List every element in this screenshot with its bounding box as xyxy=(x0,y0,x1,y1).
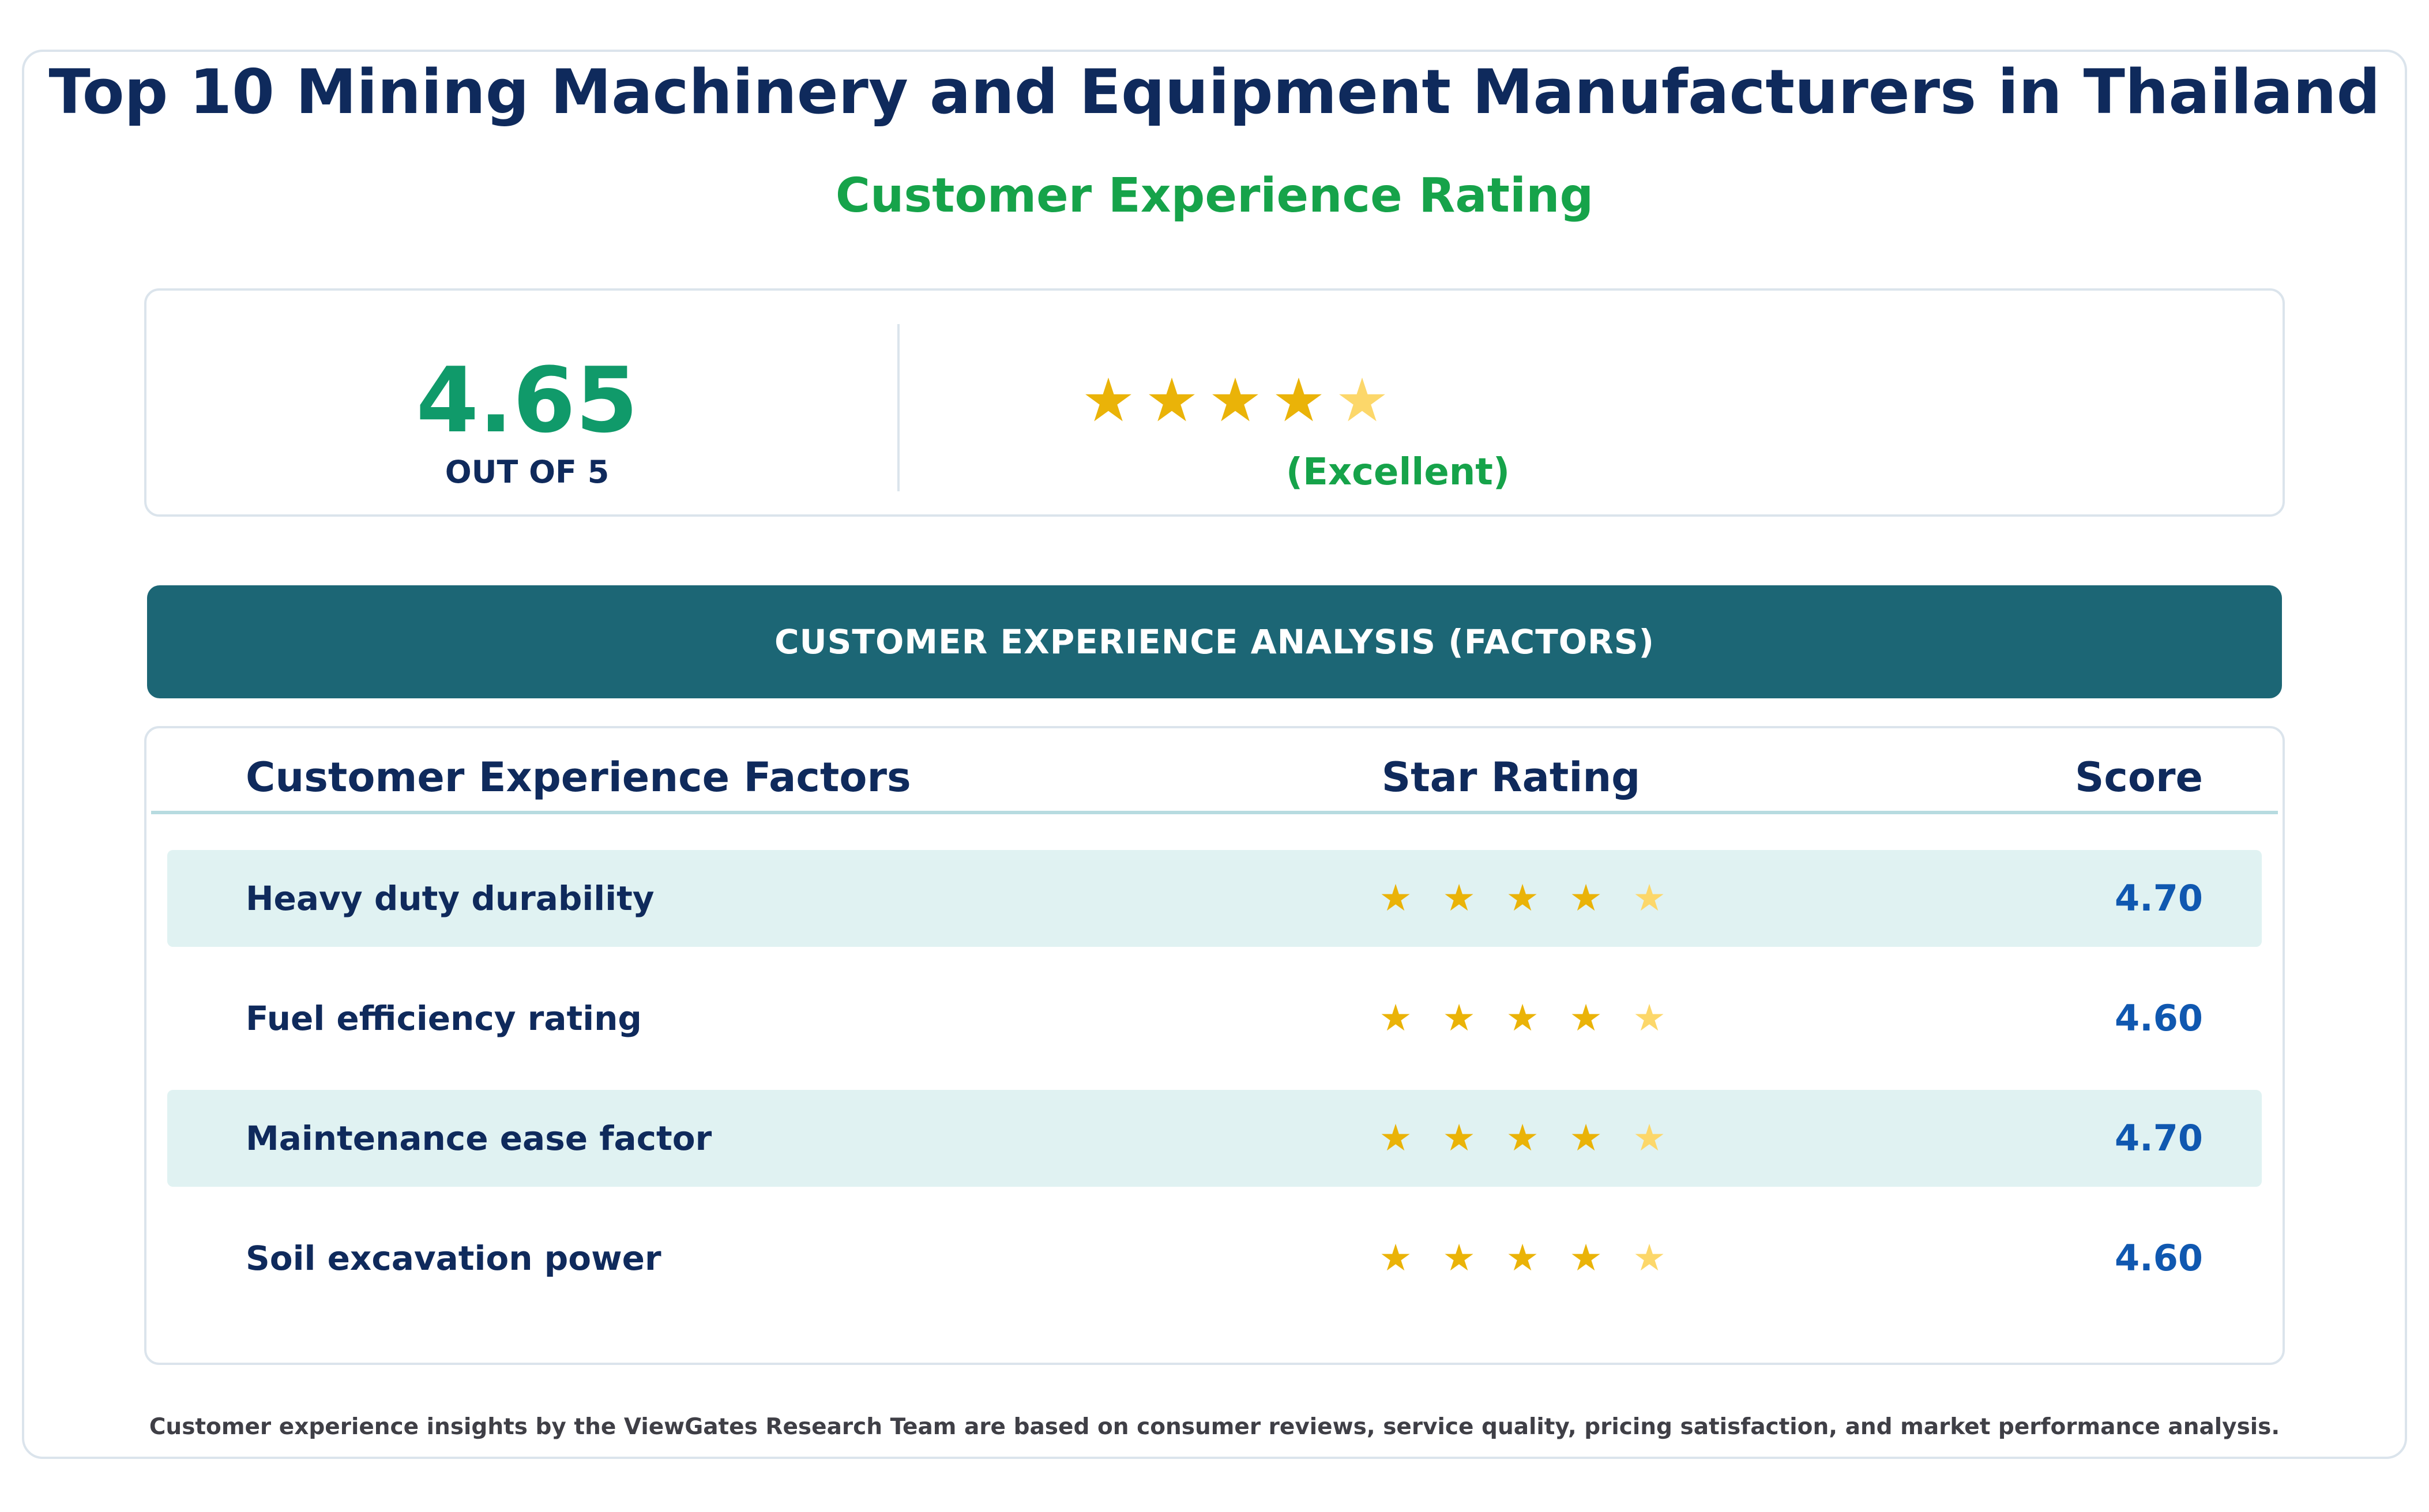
column-header-star-rating: Star Rating xyxy=(1381,754,1641,801)
rating-verdict: (Excellent) xyxy=(1285,451,1510,494)
row-star-rating: ★ ★ ★ ★ ★ xyxy=(1378,1090,1667,1187)
star-partial-icon: ★ xyxy=(1633,877,1666,920)
star-full-icon: ★ xyxy=(1506,997,1539,1040)
star-full-icon: ★ xyxy=(1569,1117,1603,1160)
section-banner: CUSTOMER EXPERIENCE ANALYSIS (FACTORS) xyxy=(147,585,2282,698)
footnote: Customer experience insights by the View… xyxy=(149,1414,2280,1440)
page-subtitle: Customer Experience Rating xyxy=(835,168,1594,223)
column-header-score: Score xyxy=(2075,754,2203,801)
star-full-icon: ★ xyxy=(1506,877,1539,920)
row-star-rating: ★ ★ ★ ★ ★ xyxy=(1378,970,1667,1067)
star-full-icon: ★ xyxy=(1442,1117,1476,1160)
star-full-icon: ★ xyxy=(1081,365,1135,435)
column-header-factor: Customer Experience Factors xyxy=(246,754,911,801)
out-of-label: OUT OF 5 xyxy=(445,454,610,490)
star-full-icon: ★ xyxy=(1506,1237,1539,1280)
row-star-rating: ★ ★ ★ ★ ★ xyxy=(1378,1210,1667,1307)
table-row: Maintenance ease factor ★ ★ ★ ★ ★ 4.70 xyxy=(167,1090,2262,1187)
overall-rating-card: 4.65 OUT OF 5 ★ ★ ★ ★ ★ (Excellent) xyxy=(144,288,2285,517)
star-full-icon: ★ xyxy=(1569,1237,1603,1280)
factor-score: 4.70 xyxy=(2115,877,2203,919)
star-full-icon: ★ xyxy=(1379,1117,1412,1160)
factor-label: Maintenance ease factor xyxy=(246,1119,712,1158)
star-partial-icon: ★ xyxy=(1633,1237,1666,1280)
factor-label: Soil excavation power xyxy=(246,1239,661,1278)
factor-label: Fuel efficiency rating xyxy=(246,999,642,1038)
star-full-icon: ★ xyxy=(1442,1237,1476,1280)
star-full-icon: ★ xyxy=(1442,997,1476,1040)
star-partial-icon: ★ xyxy=(1633,997,1666,1040)
table-row: Fuel efficiency rating ★ ★ ★ ★ ★ 4.60 xyxy=(167,970,2262,1067)
star-full-icon: ★ xyxy=(1272,365,1326,435)
star-full-icon: ★ xyxy=(1442,877,1476,920)
factor-score: 4.60 xyxy=(2115,1237,2203,1279)
star-full-icon: ★ xyxy=(1379,877,1412,920)
page-title: Top 10 Mining Machinery and Equipment Ma… xyxy=(48,57,2381,127)
star-full-icon: ★ xyxy=(1145,365,1199,435)
star-partial-icon: ★ xyxy=(1633,1117,1666,1160)
report-frame xyxy=(22,50,2407,1459)
star-full-icon: ★ xyxy=(1208,365,1262,435)
star-full-icon: ★ xyxy=(1379,1237,1412,1280)
star-partial-icon: ★ xyxy=(1335,365,1389,435)
star-full-icon: ★ xyxy=(1569,877,1603,920)
row-star-rating: ★ ★ ★ ★ ★ xyxy=(1378,850,1667,947)
table-row: Soil excavation power ★ ★ ★ ★ ★ 4.60 xyxy=(167,1210,2262,1307)
overall-star-rating: ★ ★ ★ ★ ★ xyxy=(1081,360,1390,441)
star-full-icon: ★ xyxy=(1569,997,1603,1040)
overall-score: 4.65 xyxy=(416,348,638,453)
table-row: Heavy duty durability ★ ★ ★ ★ ★ 4.70 xyxy=(167,850,2262,947)
factor-label: Heavy duty durability xyxy=(246,879,655,918)
star-full-icon: ★ xyxy=(1379,997,1412,1040)
summary-divider xyxy=(897,324,900,491)
header-divider xyxy=(151,811,2278,814)
star-full-icon: ★ xyxy=(1506,1117,1539,1160)
factor-score: 4.60 xyxy=(2115,997,2203,1039)
factors-table xyxy=(144,726,2285,1365)
factor-score: 4.70 xyxy=(2115,1117,2203,1159)
